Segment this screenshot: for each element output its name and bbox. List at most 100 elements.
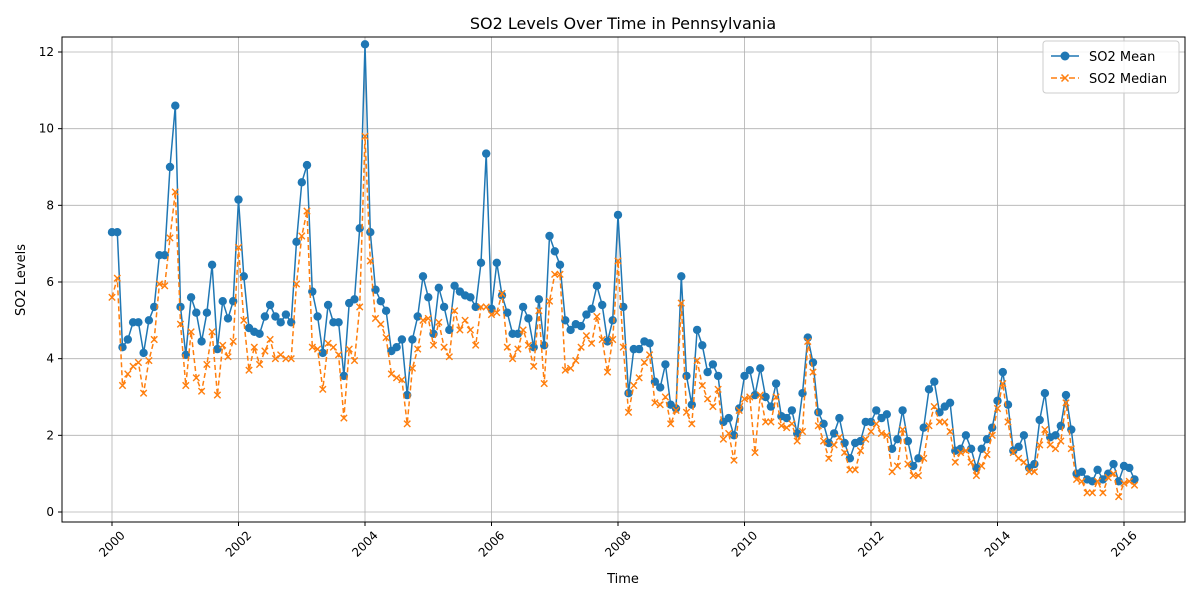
- data-point: [255, 360, 264, 369]
- data-point: [956, 448, 965, 457]
- data-point: [134, 318, 143, 327]
- data-point: [1088, 489, 1097, 497]
- data-point: [313, 312, 322, 321]
- data-point: [339, 371, 349, 381]
- data-point: [155, 280, 164, 288]
- data-point: [456, 326, 464, 334]
- data-point: [1130, 475, 1139, 484]
- data-point: [1062, 399, 1070, 407]
- data-point: [988, 423, 997, 432]
- data-point: [1041, 425, 1049, 434]
- data-point: [671, 404, 681, 413]
- data-point: [260, 312, 270, 321]
- data-point: [725, 429, 733, 438]
- data-point: [377, 320, 385, 328]
- data-point: [830, 441, 838, 449]
- data-point: [972, 463, 981, 473]
- data-point: [677, 272, 686, 281]
- data-point: [192, 374, 200, 382]
- data-point: [324, 339, 332, 347]
- data-point: [887, 444, 897, 453]
- data-point: [1083, 489, 1091, 497]
- data-point: [978, 462, 986, 470]
- data-point: [756, 391, 764, 399]
- data-point: [561, 316, 570, 325]
- data-point: [176, 320, 185, 328]
- data-point: [197, 337, 206, 346]
- data-point: [382, 333, 390, 342]
- data-point: [709, 402, 717, 411]
- data-point: [566, 325, 575, 335]
- data-point: [914, 454, 923, 463]
- data-point: [856, 447, 865, 455]
- data-point: [439, 302, 449, 312]
- data-point: [682, 371, 691, 381]
- data-point: [1040, 389, 1050, 398]
- data-point: [746, 393, 754, 401]
- data-point: [603, 337, 612, 346]
- data-point: [866, 417, 876, 427]
- data-point: [576, 321, 586, 331]
- data-point: [118, 381, 127, 390]
- data-point: [387, 370, 396, 378]
- data-point: [513, 329, 523, 338]
- data-point: [593, 312, 601, 321]
- data-point: [925, 422, 933, 430]
- data-point: [429, 341, 438, 349]
- data-point: [408, 335, 417, 344]
- data-point: [482, 303, 490, 311]
- data-point: [129, 362, 137, 370]
- data-point: [224, 353, 232, 361]
- data-point: [614, 257, 622, 265]
- legend-median-label: SO2 Median: [1089, 72, 1167, 87]
- data-point: [903, 436, 913, 446]
- data-point: [566, 364, 575, 372]
- data-point: [966, 444, 976, 453]
- data-point: [988, 431, 996, 439]
- data-point: [756, 364, 765, 373]
- data-point: [924, 385, 934, 394]
- data-point: [667, 420, 675, 428]
- data-point: [466, 293, 475, 302]
- data-point: [1019, 431, 1029, 440]
- data-point: [530, 362, 538, 370]
- data-point: [751, 448, 759, 457]
- data-point: [487, 304, 496, 313]
- data-point: [139, 348, 148, 358]
- data-point: [161, 282, 169, 290]
- data-point: [145, 356, 153, 365]
- data-point: [1125, 477, 1133, 485]
- data-point: [434, 283, 443, 292]
- data-point: [424, 314, 432, 323]
- data-point: [851, 466, 859, 474]
- data-point: [282, 355, 290, 363]
- data-point: [435, 318, 443, 326]
- data-point: [782, 413, 791, 423]
- data-point: [219, 341, 227, 349]
- data-point: [440, 343, 448, 351]
- data-point: [108, 293, 116, 301]
- data-point: [872, 420, 880, 428]
- data-point: [1104, 473, 1112, 482]
- data-point: [919, 423, 928, 432]
- data-point: [1009, 448, 1017, 457]
- data-point: [223, 314, 233, 323]
- data-point: [292, 237, 301, 246]
- y-tick-label: 10: [39, 122, 54, 136]
- data-point: [413, 312, 422, 321]
- y-tick-label: 6: [46, 275, 54, 289]
- data-point: [1109, 470, 1118, 478]
- data-point: [698, 341, 707, 350]
- data-point: [740, 371, 749, 381]
- data-point: [982, 435, 992, 444]
- data-point: [545, 231, 554, 241]
- data-point: [208, 328, 216, 336]
- data-point: [930, 377, 939, 386]
- data-point: [941, 418, 949, 426]
- data-point: [445, 353, 453, 361]
- data-point: [240, 316, 248, 324]
- data-point: [144, 316, 154, 325]
- data-point: [334, 318, 343, 327]
- data-point: [645, 339, 654, 348]
